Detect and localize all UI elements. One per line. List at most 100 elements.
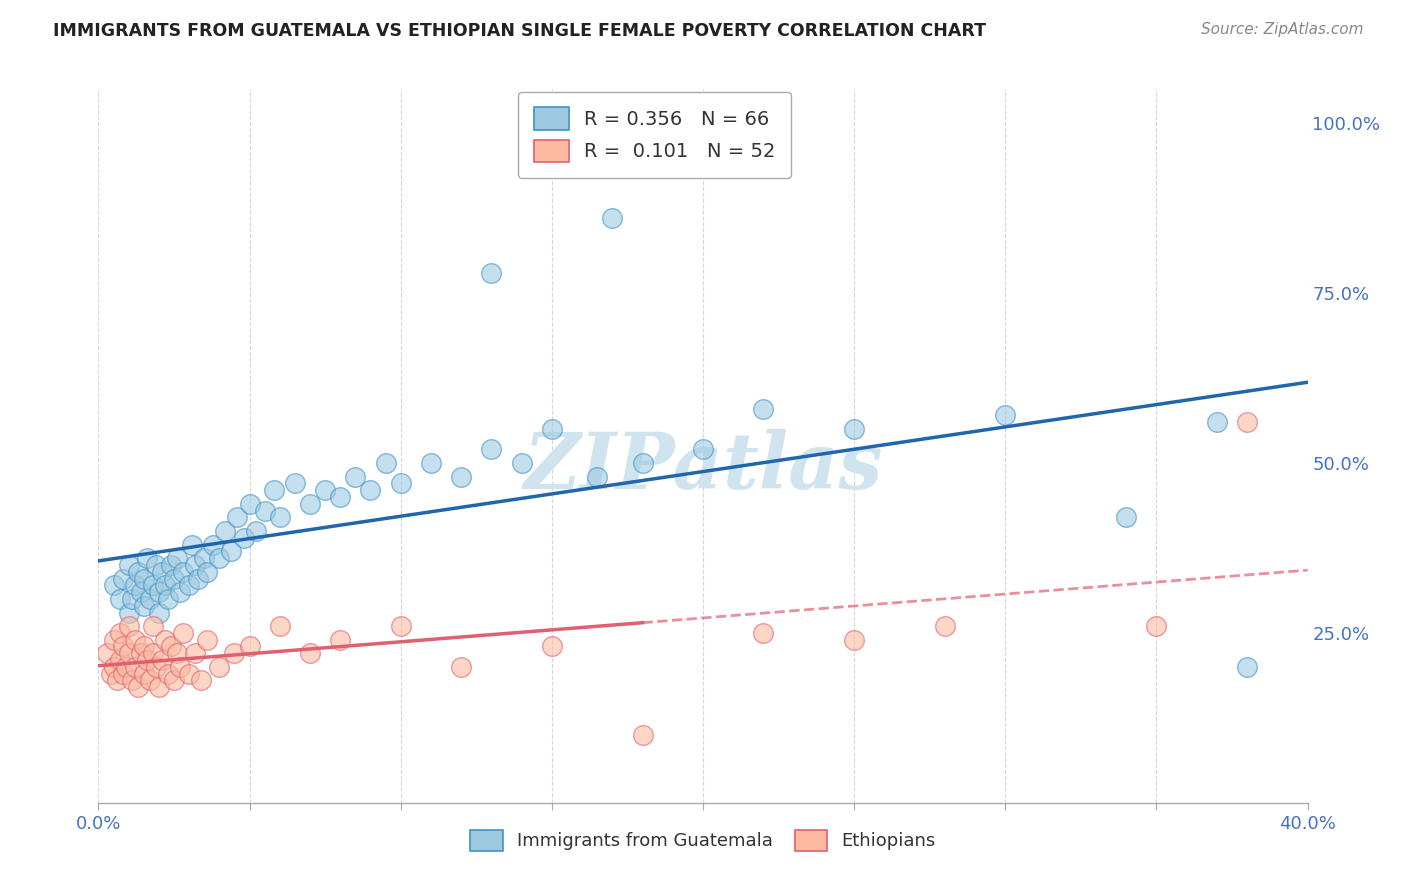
Point: [150, 565, 173, 579]
Point: [450, 469, 472, 483]
Point: [132, 666, 155, 681]
Point: [269, 619, 291, 633]
Point: [156, 666, 179, 681]
Point: [156, 591, 179, 606]
Point: [153, 578, 176, 592]
Point: [389, 619, 412, 633]
Point: [145, 558, 167, 572]
Point: [163, 673, 186, 688]
Point: [153, 632, 176, 647]
Point: [118, 558, 141, 572]
Point: [124, 660, 146, 674]
Point: [111, 666, 134, 681]
Point: [184, 646, 207, 660]
Point: [263, 483, 285, 498]
Point: [148, 585, 170, 599]
Point: [602, 211, 624, 226]
Point: [150, 653, 173, 667]
Point: [121, 591, 143, 606]
Point: [118, 606, 141, 620]
Point: [129, 585, 152, 599]
Point: [142, 578, 165, 592]
Point: [108, 626, 131, 640]
Point: [108, 653, 131, 667]
Point: [692, 442, 714, 457]
Point: [224, 646, 246, 660]
Point: [103, 660, 125, 674]
Point: [450, 660, 472, 674]
Point: [221, 544, 243, 558]
Point: [239, 640, 262, 654]
Point: [148, 680, 170, 694]
Point: [190, 673, 212, 688]
Point: [166, 551, 188, 566]
Point: [752, 626, 775, 640]
Point: [132, 640, 155, 654]
Point: [226, 510, 249, 524]
Point: [245, 524, 267, 538]
Point: [139, 591, 162, 606]
Point: [752, 401, 775, 416]
Point: [540, 422, 562, 436]
Point: [269, 510, 291, 524]
Point: [114, 660, 136, 674]
Point: [299, 646, 322, 660]
Point: [179, 578, 201, 592]
Point: [208, 660, 231, 674]
Point: [124, 578, 146, 592]
Point: [96, 646, 118, 660]
Legend: R = 0.356   N = 66, R =  0.101   N = 52: R = 0.356 N = 66, R = 0.101 N = 52: [519, 92, 792, 178]
Text: IMMIGRANTS FROM GUATEMALA VS ETHIOPIAN SINGLE FEMALE POVERTY CORRELATION CHART: IMMIGRANTS FROM GUATEMALA VS ETHIOPIAN S…: [53, 22, 987, 40]
Point: [172, 626, 194, 640]
Point: [253, 503, 276, 517]
Point: [172, 565, 194, 579]
Point: [111, 572, 134, 586]
Point: [208, 551, 231, 566]
Point: [118, 646, 141, 660]
Point: [121, 673, 143, 688]
Point: [360, 483, 382, 498]
Point: [1115, 510, 1137, 524]
Point: [844, 632, 866, 647]
Point: [510, 456, 533, 470]
Point: [118, 619, 141, 633]
Point: [374, 456, 396, 470]
Point: [631, 728, 654, 742]
Point: [540, 640, 562, 654]
Point: [160, 558, 183, 572]
Text: ZIPatlas: ZIPatlas: [523, 429, 883, 506]
Point: [179, 666, 201, 681]
Point: [195, 632, 218, 647]
Point: [329, 490, 352, 504]
Point: [181, 537, 204, 551]
Point: [105, 673, 128, 688]
Point: [299, 497, 322, 511]
Point: [127, 680, 149, 694]
Point: [148, 606, 170, 620]
Point: [127, 565, 149, 579]
Point: [103, 632, 125, 647]
Point: [389, 476, 412, 491]
Point: [187, 572, 209, 586]
Point: [103, 578, 125, 592]
Point: [1236, 415, 1258, 429]
Point: [1144, 619, 1167, 633]
Point: [100, 666, 122, 681]
Point: [994, 409, 1017, 423]
Point: [132, 599, 155, 613]
Point: [202, 537, 225, 551]
Point: [481, 266, 503, 280]
Point: [169, 660, 191, 674]
Point: [314, 483, 336, 498]
Point: [142, 619, 165, 633]
Point: [1206, 415, 1229, 429]
Point: [139, 673, 162, 688]
Point: [631, 456, 654, 470]
Point: [420, 456, 443, 470]
Point: [329, 632, 352, 647]
Point: [111, 640, 134, 654]
Point: [586, 469, 609, 483]
Point: [239, 497, 262, 511]
Point: [108, 591, 131, 606]
Point: [166, 646, 188, 660]
